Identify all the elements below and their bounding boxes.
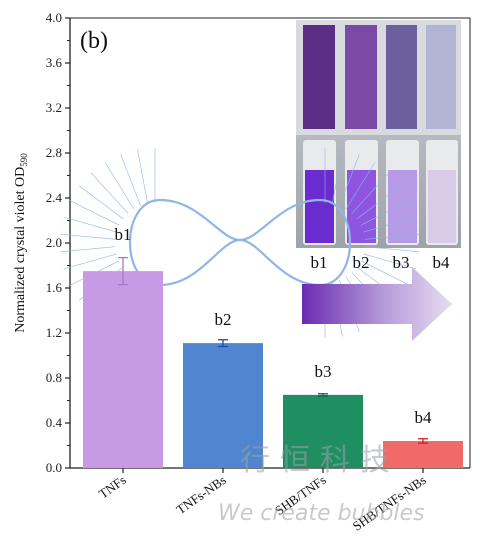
field-line [351, 172, 390, 214]
y-tick-label: 0.0 [46, 460, 62, 475]
field-line [356, 185, 401, 220]
field-line [63, 253, 117, 270]
field-line [104, 162, 135, 210]
field-line [360, 260, 411, 286]
watermark-english: We create bubbles [218, 501, 425, 526]
y-tick-label: 1.6 [46, 280, 63, 295]
bar-labels: b1 b2 b3 b4 [115, 225, 433, 427]
y-tick-label: 4.0 [46, 10, 62, 25]
bar-b3 [283, 394, 363, 468]
gradient-arrow [302, 267, 452, 341]
inset-label-b4: b4 [433, 253, 451, 272]
y-axis-title: Normalized crystal violet OD590 [13, 153, 29, 333]
error-bars [118, 256, 428, 444]
strip-b1 [303, 25, 335, 129]
strip-b4 [426, 25, 456, 129]
field-line [332, 149, 343, 204]
tube-liquid-b4 [428, 170, 456, 243]
field-line [63, 216, 117, 233]
inset-label-b3: b3 [393, 253, 410, 272]
field-line [360, 200, 411, 226]
y-ticks: 0.0 0.4 0.8 1.2 1.6 2.0 2.4 2.8 3.2 3.6 4.0 [46, 10, 70, 475]
y-tick-label: 0.4 [46, 415, 63, 430]
field-line [60, 246, 116, 253]
tube-liquid-b1 [305, 170, 334, 243]
tube-liquid-b3 [388, 170, 417, 243]
panel-label: (b) [80, 28, 108, 54]
bar-label-b4: b4 [415, 408, 433, 427]
inset-label-b2: b2 [353, 253, 370, 272]
inset-photo [296, 20, 461, 248]
field-line [60, 233, 116, 240]
inset-labels: b1 b2 b3 b4 [311, 253, 451, 272]
field-line [69, 200, 120, 226]
inset-label-b1: b1 [311, 253, 328, 272]
strip-b3 [386, 25, 417, 129]
y-tick-label: 2.4 [46, 190, 63, 205]
strip-b2 [345, 25, 377, 129]
bar-label-b3: b3 [315, 362, 332, 381]
field-line [345, 162, 376, 210]
y-tick-label: 2.0 [46, 235, 62, 250]
y-tick-label: 3.2 [46, 100, 62, 115]
bar-label-b1: b1 [115, 225, 132, 244]
y-tick-label: 0.8 [46, 370, 62, 385]
y-tick-label: 3.6 [46, 55, 63, 70]
field-line [79, 185, 124, 220]
field-line [90, 172, 129, 214]
bar-series [83, 271, 463, 468]
tube-liquid-b2 [347, 170, 376, 243]
bar-b4 [383, 441, 463, 468]
field-line [339, 154, 360, 206]
field-line [364, 246, 420, 253]
bar-b2 [183, 343, 263, 468]
field-line [137, 149, 148, 204]
bar-b1 [83, 271, 163, 468]
watermark-chinese: 行恒科技 [240, 443, 400, 478]
field-line [120, 154, 141, 206]
field-line [363, 253, 417, 270]
field-line [364, 233, 420, 240]
field-line [363, 216, 417, 233]
y-tick-label: 2.8 [46, 145, 62, 160]
x-tick-label: TNFs [96, 472, 129, 501]
bar-label-b2: b2 [215, 310, 232, 329]
y-tick-label: 1.2 [46, 325, 62, 340]
